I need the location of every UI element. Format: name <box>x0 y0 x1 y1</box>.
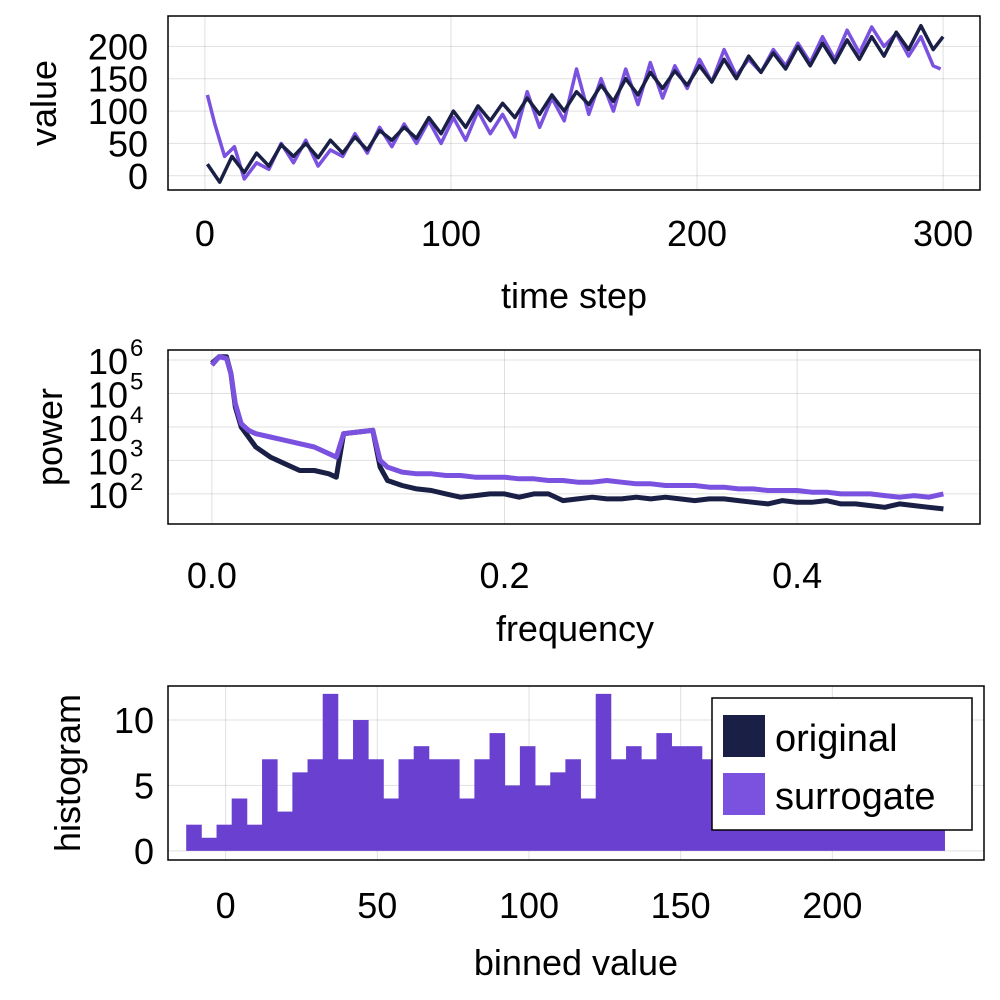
histogram-bar <box>686 746 703 851</box>
time-series-lines <box>205 23 945 184</box>
legend: original surrogate <box>711 697 973 831</box>
power-spectrum-ytick-base: 10 <box>88 408 128 449</box>
histogram-xtick-label: 200 <box>802 885 862 926</box>
power-spectrum-line-surrogate <box>210 354 944 500</box>
histogram-bar <box>383 798 399 851</box>
histogram-bar <box>322 693 339 851</box>
histogram-bar <box>292 772 308 851</box>
histogram-bar <box>262 759 278 851</box>
histogram-bar <box>489 733 506 851</box>
time-series-line-surrogate <box>205 25 942 181</box>
time-series-xlabel: time step <box>501 275 647 316</box>
histogram-bar <box>550 772 566 851</box>
time-series-ytick-label: 100 <box>88 91 148 132</box>
histogram-bar <box>474 759 490 851</box>
time-series-line-original <box>205 23 945 184</box>
power-spectrum-ytick-base: 10 <box>88 475 128 516</box>
power-spectrum-ytick-exponent: 3 <box>130 435 143 462</box>
histogram-xlabel: binned value <box>474 942 678 983</box>
histogram-bar <box>428 759 445 851</box>
time-series-xtick-label: 200 <box>667 213 727 254</box>
histogram-bar <box>610 759 627 851</box>
power-spectrum-ytick-base: 10 <box>88 341 128 382</box>
histogram-xtick-label: 0 <box>216 885 236 926</box>
histogram-xtick-label: 100 <box>499 885 559 926</box>
histogram-ytick-label: 10 <box>114 700 154 741</box>
power-spectrum-ytick-exponent: 2 <box>130 469 143 496</box>
histogram-bar <box>231 798 248 851</box>
histogram-bar <box>504 785 521 851</box>
histogram-bar <box>565 759 581 851</box>
histogram-bar <box>641 759 657 851</box>
histogram-xtick-label: 50 <box>357 885 397 926</box>
histogram-bar <box>216 824 233 851</box>
time-series-xtick-label: 100 <box>421 213 481 254</box>
legend-label-surrogate: surrogate <box>775 776 936 818</box>
histogram-bar <box>353 720 369 851</box>
histogram-bar <box>277 811 293 851</box>
histogram-bar <box>444 759 460 851</box>
power-spectrum-lines <box>210 354 944 512</box>
histogram-bar <box>413 746 430 851</box>
legend-swatch-original <box>723 715 765 757</box>
time-series-xtick-label: 300 <box>913 213 973 254</box>
histogram-ytick-label: 5 <box>134 765 154 806</box>
histogram-bar <box>307 759 324 851</box>
histogram-bar <box>186 824 202 851</box>
histogram-bar <box>671 746 688 851</box>
power-spectrum-ytick-base: 10 <box>88 375 128 416</box>
power-spectrum-frame <box>167 349 981 525</box>
histogram-bar <box>595 693 612 851</box>
histogram-bar <box>656 733 672 851</box>
power-spectrum-xtick-label: 0.0 <box>187 555 237 596</box>
time-series-ytick-label: 50 <box>108 123 148 164</box>
power-spectrum-xlabel: frequency <box>496 608 654 649</box>
histogram-ytick-label: 0 <box>134 831 154 872</box>
histogram-bar <box>368 759 384 851</box>
time-series-ylabel: value <box>23 60 64 146</box>
histogram-bar <box>398 759 415 851</box>
histogram-ylabel: histogram <box>47 694 88 852</box>
histogram-bar <box>535 785 551 851</box>
histogram-xtick-label: 150 <box>651 885 711 926</box>
power-spectrum-xtick-label: 0.4 <box>772 555 822 596</box>
power-spectrum-ytick-exponent: 6 <box>130 335 143 362</box>
power-spectrum-ytick-base: 10 <box>88 441 128 482</box>
histogram-frame <box>167 685 985 861</box>
legend-label-original: original <box>775 718 898 760</box>
histogram-bar <box>580 798 597 851</box>
time-series-frame <box>167 15 981 191</box>
histogram-bar <box>337 759 354 851</box>
time-series-xtick-label: 0 <box>195 213 215 254</box>
legend-swatch-surrogate <box>723 773 765 815</box>
power-spectrum-ytick-exponent: 5 <box>130 369 143 396</box>
time-series-ytick-label: 0 <box>128 156 148 197</box>
histogram-bar <box>246 824 263 851</box>
time-series-ytick-label: 150 <box>88 59 148 100</box>
time-series-grid <box>168 16 980 190</box>
histogram-bar <box>201 837 217 851</box>
histogram-bar <box>626 746 642 851</box>
power-spectrum-ylabel: power <box>29 388 70 486</box>
power-spectrum-ytick-exponent: 4 <box>130 402 143 429</box>
histogram-bar <box>519 746 536 851</box>
histogram-tick-labels: 0 50 100 150 200 0 5 10 <box>114 700 862 926</box>
power-spectrum-xtick-label: 0.2 <box>479 555 529 596</box>
power-spectrum-grid <box>168 350 980 524</box>
histogram-bar <box>459 798 475 851</box>
time-series-ytick-label: 200 <box>88 26 148 67</box>
power-spectrum-line-original <box>210 354 944 512</box>
